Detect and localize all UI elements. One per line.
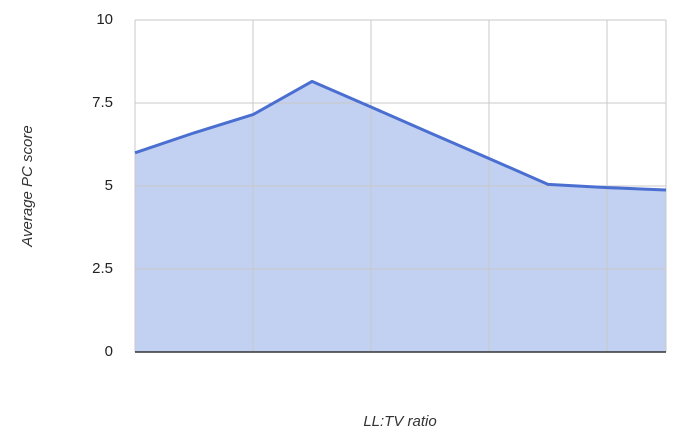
x-axis-title: LL:TV ratio	[363, 413, 436, 430]
line	[134, 79, 667, 192]
y-axis-title: Average PC score	[19, 125, 36, 247]
y-tick-label: 10	[96, 11, 113, 28]
y-tick-label: 0	[105, 343, 113, 360]
y-tick-label: 5	[105, 177, 113, 194]
y-tick-label: 2.5	[92, 260, 113, 277]
y-tick-label: 7.5	[92, 94, 113, 111]
area	[135, 81, 666, 353]
